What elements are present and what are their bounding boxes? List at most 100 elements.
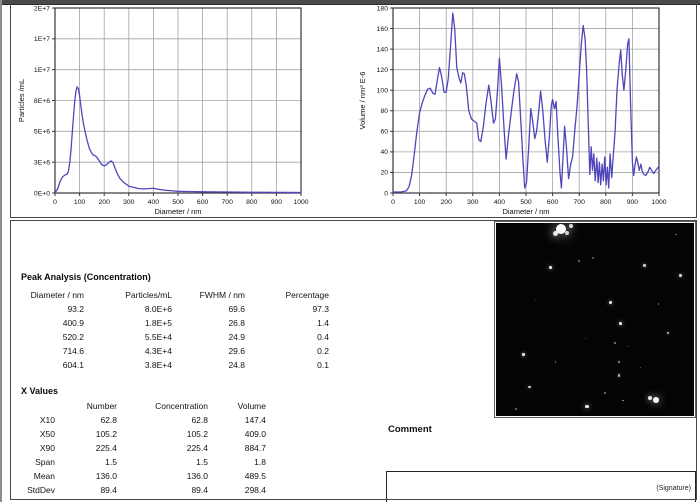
table-row: 604.1 3.8E+4 24.8 0.1 (21, 358, 329, 372)
table-cell: 136.0 (186, 471, 208, 481)
svg-text:1E+7: 1E+7 (34, 67, 50, 74)
particle-dot (515, 408, 517, 411)
svg-text:120: 120 (377, 67, 389, 74)
table-cell: 489.5 (244, 471, 266, 481)
table-cell: 62.8 (191, 415, 208, 425)
table-cell: 1.5 (105, 457, 117, 467)
table-header-row: Number Concentration Volume (21, 399, 266, 413)
table-cell: 8.0E+6 (144, 304, 172, 314)
table-cell: Concentration (155, 401, 208, 411)
svg-text:3E+6: 3E+6 (34, 159, 50, 166)
y-axis-title: Volume / nm³ E-6 (358, 72, 367, 130)
table-cell: 89.4 (191, 485, 208, 495)
comment-label: Comment (388, 424, 432, 435)
table-cell: 105.2 (186, 429, 208, 439)
x-values-table: Number Concentration Volume X10 62.8 62.8 147.… (21, 399, 266, 497)
table-row: Mean 136.0 136.0 489.5 (21, 469, 266, 483)
table-cell: Diameter / nm (30, 290, 84, 300)
table-cell: Particles/mL (125, 290, 172, 300)
svg-text:140: 140 (377, 46, 389, 53)
peak-analysis-block: Peak Analysis (Concentration) Diameter /… (21, 272, 329, 372)
table-header-row: Diameter / nm Particles/mL FWHM / nm Percen… (21, 288, 329, 302)
svg-text:500: 500 (520, 199, 532, 206)
table-cell: 298.4 (244, 485, 266, 495)
particle-dot (522, 352, 525, 356)
particle-dot (592, 256, 594, 259)
table-cell: 1.4 (317, 318, 329, 328)
table-cell: Number (86, 401, 117, 411)
table-cell: 0.4 (317, 332, 329, 342)
svg-text:60: 60 (380, 129, 388, 136)
table-cell: 1.8E+5 (144, 318, 172, 328)
svg-text:8E+6: 8E+6 (34, 98, 50, 105)
svg-text:80: 80 (380, 108, 388, 115)
svg-text:300: 300 (123, 199, 135, 206)
particle-dot (556, 223, 567, 234)
table-cell: 4.3E+4 (144, 346, 172, 356)
particle-dot (552, 231, 558, 237)
table-cell: 3.8E+4 (144, 360, 172, 370)
table-cell: X10 (39, 415, 55, 425)
svg-text:0: 0 (384, 190, 388, 197)
tick-labels: 0 100 200 300 400 500 600 700 800 900 1000 0E+0 3E+6… (34, 5, 309, 206)
table-row: Span 1.5 1.5 1.8 (21, 455, 266, 469)
particle-dot (617, 361, 620, 363)
particle-dot (648, 395, 653, 400)
svg-text:160: 160 (377, 26, 389, 33)
particle-dot (657, 303, 660, 305)
table-cell: 89.4 (100, 485, 117, 495)
svg-text:700: 700 (574, 199, 586, 206)
chart-curve (54, 86, 302, 194)
peak-analysis-title: Peak Analysis (Concentration) (21, 272, 151, 282)
table-row: X50 105.2 105.2 409.0 (21, 427, 266, 441)
table-row: 93.2 8.0E+6 69.6 97.3 (21, 302, 329, 316)
x-axis-title: Diameter / nm (502, 207, 549, 214)
table-cell: X50 (39, 429, 55, 439)
particle-dot (643, 264, 646, 267)
x-axis-title: Diameter / nm (154, 207, 201, 214)
table-cell (21, 399, 55, 413)
plot-border (54, 7, 302, 194)
svg-text:400: 400 (148, 199, 160, 206)
concentration-chart-svg: 0 100 200 300 400 500 600 700 800 900 1000 0E+0 3E+6… (17, 5, 309, 214)
table-cell: Volume (237, 401, 266, 411)
table-cell: 69.6 (228, 304, 245, 314)
table-row: X10 62.8 62.8 147.4 (21, 413, 266, 427)
particle-dot (549, 265, 552, 269)
volume-chart-svg: 0 100 200 300 400 500 600 700 800 900 1000 0 20 40 60 8… (358, 5, 667, 214)
table-cell: 5.5E+4 (144, 332, 172, 342)
table-row: StdDev 89.4 89.4 298.4 (21, 483, 266, 497)
svg-text:400: 400 (494, 199, 506, 206)
particle-dot (569, 223, 574, 228)
grid-lines (393, 7, 660, 193)
table-cell: Span (35, 457, 55, 467)
particle-dot (678, 273, 682, 277)
svg-text:180: 180 (377, 5, 389, 12)
table-cell: 225.4 (95, 443, 117, 453)
svg-text:0: 0 (53, 199, 57, 206)
svg-text:800: 800 (600, 199, 612, 206)
svg-text:0: 0 (391, 199, 395, 206)
svg-text:1E+7: 1E+7 (34, 36, 50, 43)
table-cell: 400.9 (62, 318, 84, 328)
table-cell: 884.7 (244, 443, 266, 453)
y-axis-title: Particles /mL (17, 79, 26, 122)
table-cell: 29.6 (228, 346, 245, 356)
svg-text:900: 900 (271, 199, 283, 206)
table-cell: X90 (39, 443, 55, 453)
axis-ticks (390, 7, 660, 196)
table-cell: FWHM / nm (199, 290, 245, 300)
particle-dot (584, 338, 586, 340)
table-cell: 93.2 (67, 304, 84, 314)
table-cell: 24.8 (228, 360, 245, 370)
svg-text:5E+6: 5E+6 (34, 129, 50, 136)
table-cell: Mean (33, 471, 55, 481)
svg-text:900: 900 (627, 199, 639, 206)
particle-dot (639, 367, 642, 369)
particle-dot (653, 396, 660, 403)
table-cell: 409.0 (244, 429, 266, 439)
particle-dot (627, 345, 630, 348)
table-cell: 1.5 (196, 457, 208, 467)
table-cell: 147.4 (244, 415, 266, 425)
